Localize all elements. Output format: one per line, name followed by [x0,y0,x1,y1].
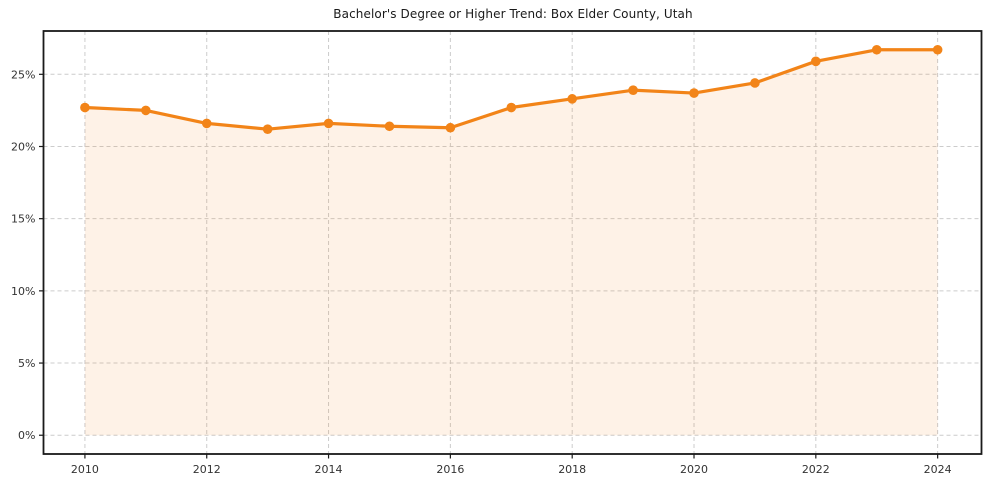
data-point [141,105,151,116]
area-fill [84,49,938,436]
data-point [506,102,517,113]
x-axis-tick-label: 2020 [680,463,708,476]
y-axis-tick-label: 0% [18,429,35,442]
data-point [262,124,273,134]
data-point [750,78,760,88]
data-point [201,118,212,129]
x-axis-tick-label: 2024 [924,463,952,476]
data-point [384,121,395,132]
x-axis-tick-label: 2016 [436,463,464,476]
x-axis-tick-label: 2022 [802,463,830,476]
data-point [80,102,90,113]
data-point [628,85,638,95]
data-point [811,56,821,67]
data-point [567,94,577,104]
y-axis-tick-label: 5% [18,357,35,370]
y-axis-tick-label: 15% [11,213,35,226]
data-point [323,118,334,129]
x-axis-tick-label: 2010 [71,463,99,476]
chart-title: Bachelor's Degree or Higher Trend: Box E… [333,7,693,21]
data-point [871,44,882,55]
x-axis-tick-label: 2012 [193,463,221,476]
y-axis-tick-label: 10% [11,285,35,298]
x-axis-tick-label: 2018 [558,463,586,476]
y-axis-tick-label: 25% [11,68,35,81]
plot-border [42,30,983,455]
data-point [445,122,456,133]
y-axis-tick-label: 20% [11,140,35,153]
x-axis-tick-label: 2014 [315,463,343,476]
data-point [689,88,699,98]
data-point [932,44,943,55]
